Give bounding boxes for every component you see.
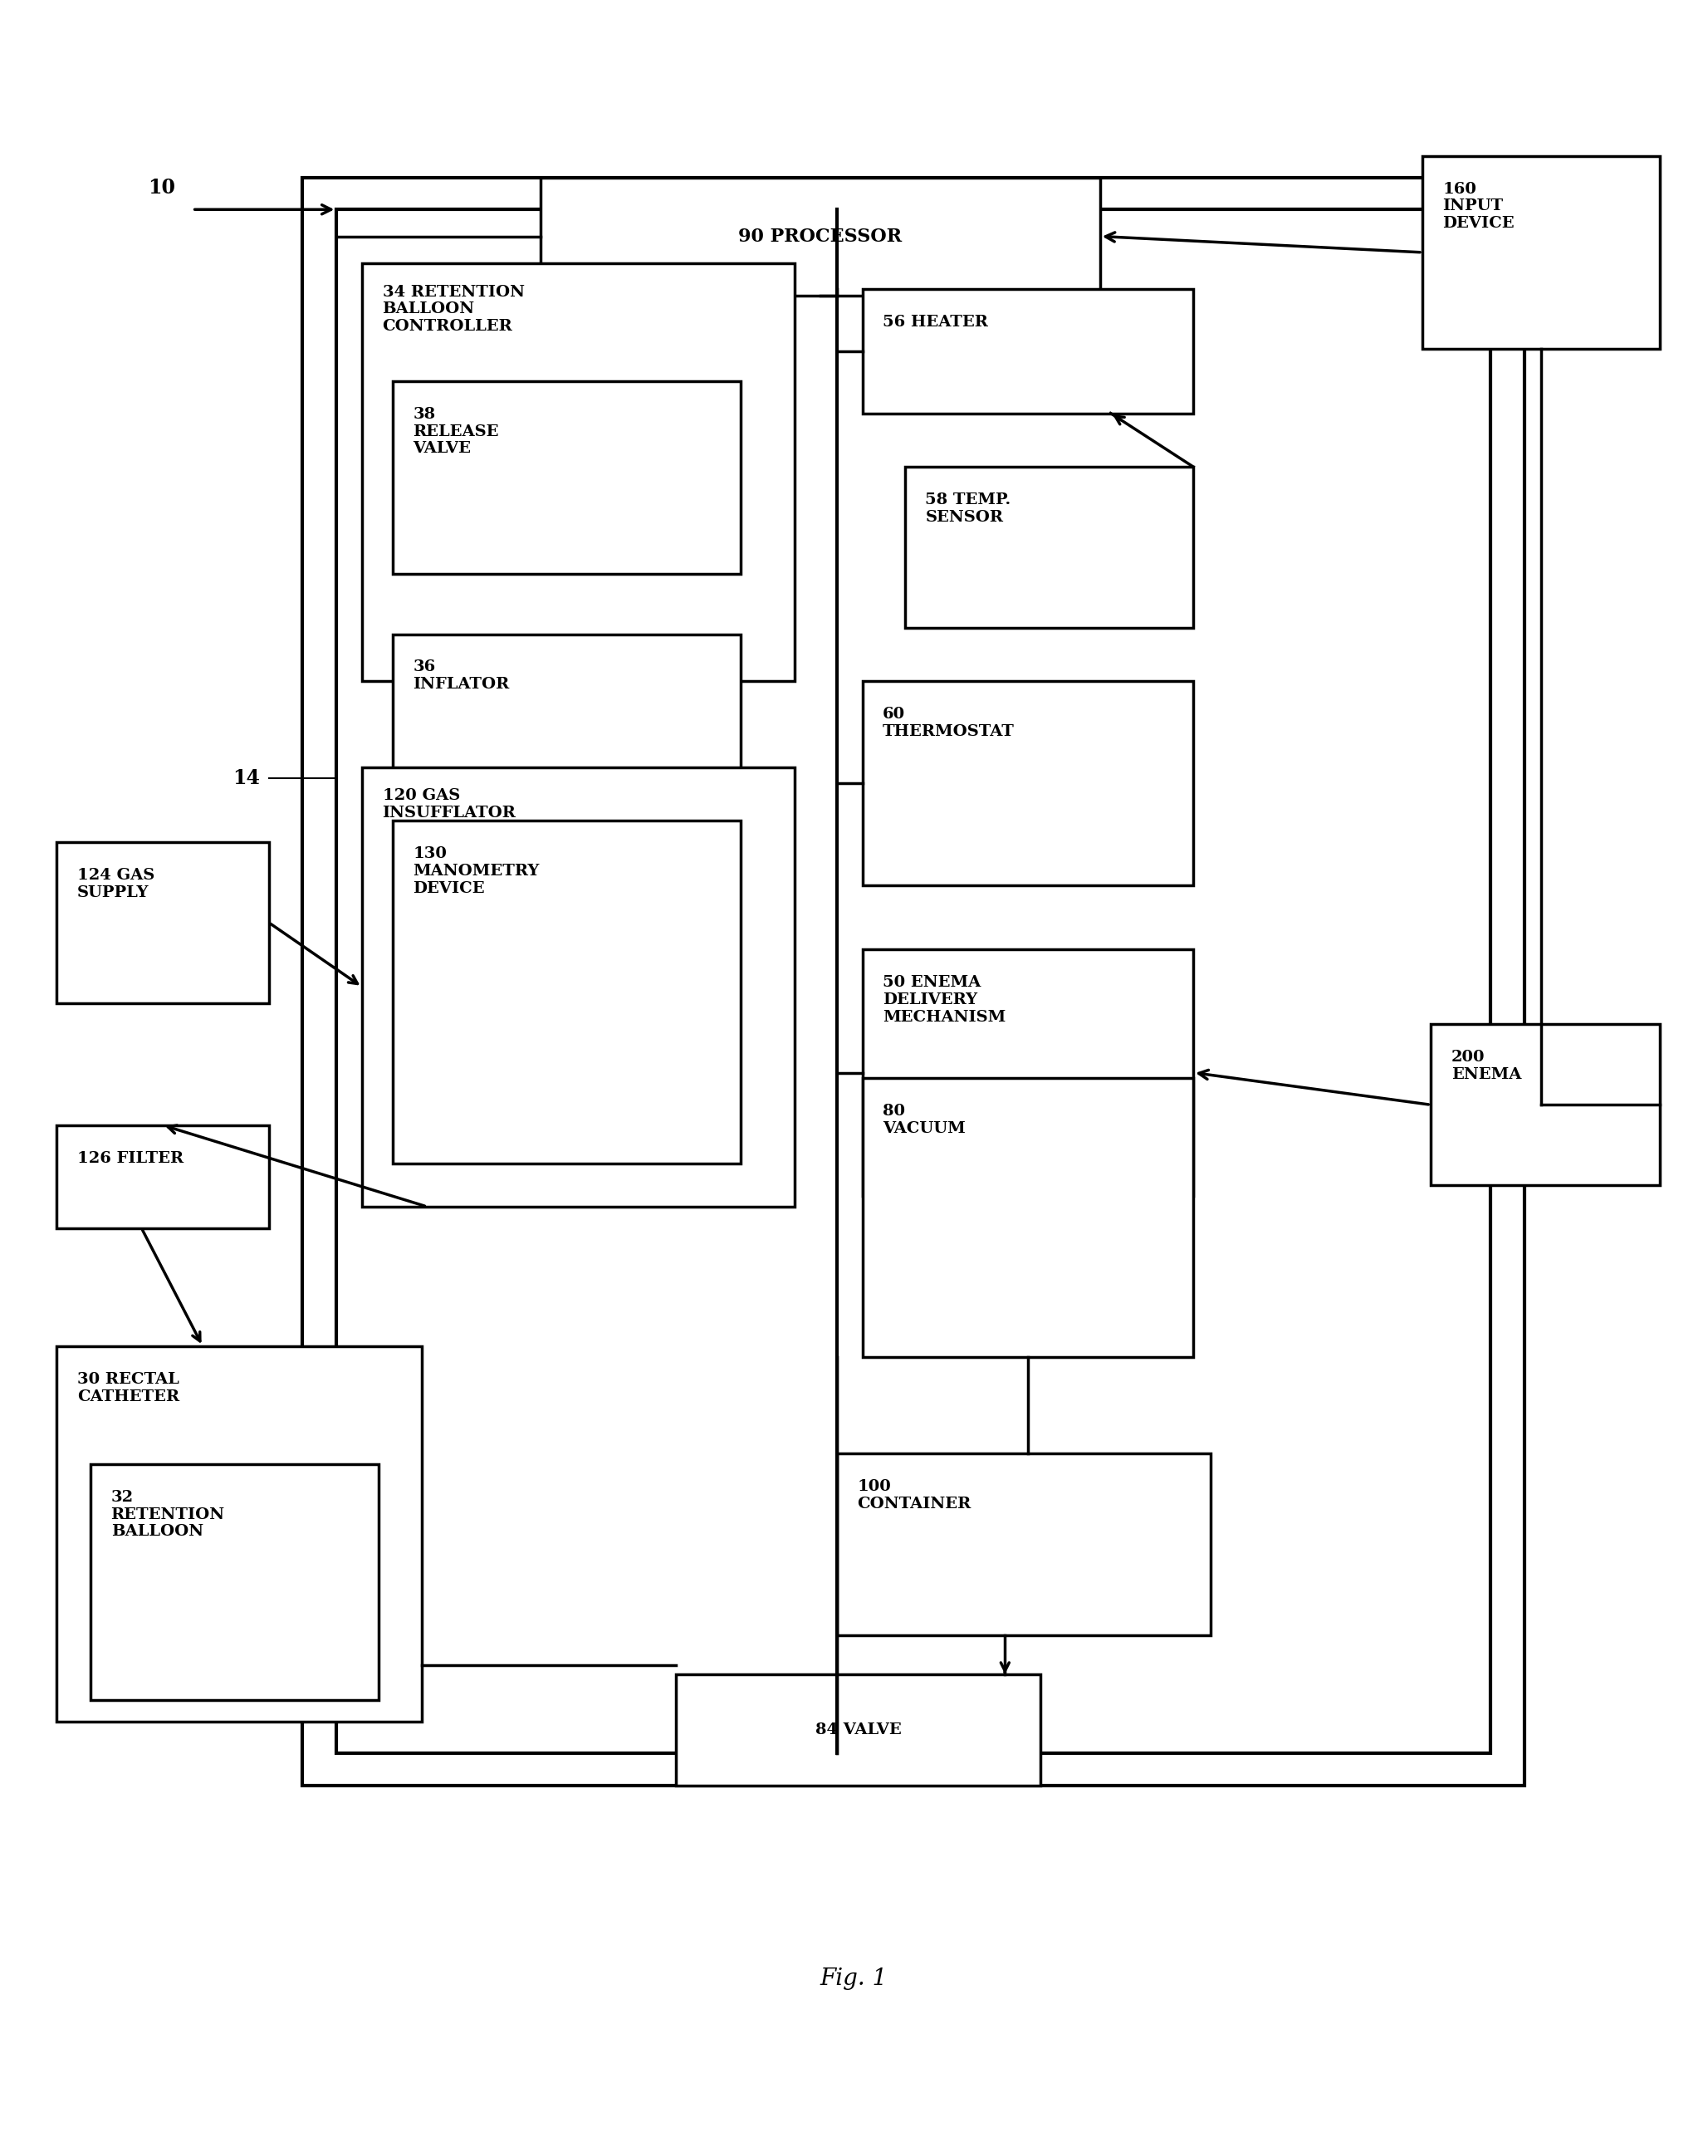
Bar <box>676 1675 1040 1785</box>
Text: 124 GAS
SUPPLY: 124 GAS SUPPLY <box>77 869 154 899</box>
Text: 200
ENEMA: 200 ENEMA <box>1452 1050 1522 1082</box>
Text: 160
INPUT
DEVICE: 160 INPUT DEVICE <box>1443 181 1515 231</box>
Text: 14: 14 <box>232 768 260 787</box>
Text: 84 VALVE: 84 VALVE <box>815 1723 902 1738</box>
Bar <box>362 263 794 681</box>
Text: 126 FILTER: 126 FILTER <box>77 1151 183 1166</box>
Bar <box>393 821 740 1164</box>
Text: 50 ENEMA
DELIVERY
MECHANISM: 50 ENEMA DELIVERY MECHANISM <box>883 975 1006 1024</box>
Text: 58 TEMP.
SENSOR: 58 TEMP. SENSOR <box>926 492 1011 524</box>
Text: 32
RETENTION
BALLOON: 32 RETENTION BALLOON <box>111 1490 225 1539</box>
Text: 60
THERMOSTAT: 60 THERMOSTAT <box>883 707 1015 740</box>
Bar <box>1423 155 1660 349</box>
Text: Fig. 1: Fig. 1 <box>820 1968 888 1990</box>
Bar <box>91 1464 379 1699</box>
Bar <box>837 1453 1211 1636</box>
Bar <box>336 209 1489 1753</box>
Bar <box>56 1345 422 1720</box>
Bar <box>863 681 1194 884</box>
Bar <box>56 1125 268 1229</box>
Bar <box>905 468 1194 627</box>
Text: 34 RETENTION
BALLOON
CONTROLLER: 34 RETENTION BALLOON CONTROLLER <box>383 285 524 334</box>
Bar <box>863 949 1194 1197</box>
Bar <box>56 843 268 1003</box>
Text: 80
VACUUM: 80 VACUUM <box>883 1104 965 1136</box>
Bar <box>393 634 740 789</box>
Bar <box>302 177 1524 1785</box>
Text: 10: 10 <box>149 179 176 198</box>
Bar <box>1431 1024 1660 1186</box>
Bar <box>863 289 1194 414</box>
Text: 100
CONTAINER: 100 CONTAINER <box>857 1479 972 1511</box>
Bar <box>362 768 794 1207</box>
Text: 56 HEATER: 56 HEATER <box>883 315 989 330</box>
Text: 90 PROCESSOR: 90 PROCESSOR <box>738 226 902 246</box>
Text: 36
INFLATOR: 36 INFLATOR <box>413 660 509 692</box>
Text: 120 GAS
INSUFFLATOR: 120 GAS INSUFFLATOR <box>383 789 516 821</box>
Bar <box>863 1078 1194 1356</box>
Bar <box>393 382 740 573</box>
Text: 130
MANOMETRY
DEVICE: 130 MANOMETRY DEVICE <box>413 847 540 897</box>
Text: 30 RECTAL
CATHETER: 30 RECTAL CATHETER <box>77 1371 179 1404</box>
Bar <box>540 177 1100 295</box>
Text: 38
RELEASE
VALVE: 38 RELEASE VALVE <box>413 407 499 457</box>
